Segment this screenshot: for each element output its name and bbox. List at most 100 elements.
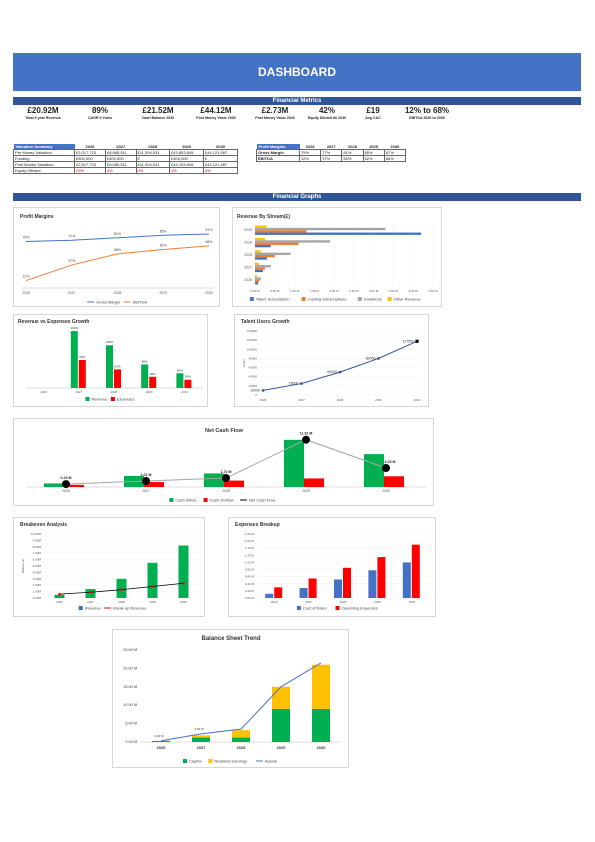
tick-label: 1.40 M: [245, 546, 255, 550]
tick-label: 2027: [68, 291, 76, 295]
data-point: [58, 592, 61, 596]
balance-sheet-trend-svg: Balance Sheet Trend 0.00 M 5.00 M 10.00 M 15…: [123, 636, 341, 764]
profit-margins-svg: Profit Margins 2026 2027 2028 2029 2030 75% 77%…: [20, 214, 214, 305]
tick-label: 4.50 M: [428, 289, 438, 293]
bar: [402, 562, 411, 598]
series-line: [160, 662, 322, 742]
bar: [232, 737, 250, 742]
chart-title: Revenue vs Expenses Growth: [18, 319, 89, 325]
tick-label: 20.00 M: [123, 666, 137, 670]
section-title: Financial Graphs: [272, 194, 322, 200]
data-label: 11.32 M: [300, 432, 313, 436]
tick-label: 2030: [382, 489, 390, 493]
tick-label: 2027: [87, 600, 94, 604]
bar: [54, 594, 65, 598]
metric-value: 12% to 68%: [404, 106, 450, 115]
series-line: [25, 233, 210, 242]
metric-card: £21.52M Cash Balance 2030: [129, 106, 187, 130]
tick-label: 0.50 M: [270, 289, 280, 293]
metric-card: 42% Equity Diluted till 2030: [300, 106, 354, 130]
tick-label: 0.80 M: [245, 568, 255, 572]
bar: [384, 476, 404, 487]
tick-label: 1.00 M: [245, 560, 255, 564]
tick-label: 2027: [142, 489, 150, 493]
metric-label: Cash Balance 2030: [141, 116, 175, 120]
chart-title: Balance Sheet Trend: [201, 636, 260, 642]
chart-title: Talent Users Growth: [241, 319, 290, 325]
legend-label: Cash Outflow: [210, 498, 234, 503]
series-line: [25, 245, 210, 282]
bar: [364, 454, 384, 487]
data-label: 77%: [68, 234, 75, 238]
data-point: [120, 588, 123, 591]
tick-label: 4.00M: [33, 570, 42, 574]
legend-label: Assets: [265, 759, 277, 764]
legend-label: Revenue: [92, 397, 109, 402]
data-label: 55%: [114, 248, 121, 252]
legend-label: Cash Inflow: [175, 498, 196, 503]
data-label: 3.00 M: [194, 727, 204, 731]
series-line: [262, 340, 418, 391]
data-label: 25000: [289, 382, 299, 386]
legend-label: Capital: [189, 759, 202, 764]
tick-label: 2026: [271, 600, 278, 604]
revenue-vs-expenses-svg: Revenue vs Expenses Growth 2026 2027 193% 95…: [18, 319, 202, 402]
data-label: 81%: [114, 232, 121, 236]
bar: [312, 708, 330, 742]
tick-label: 1.60 M: [245, 539, 255, 543]
metric-card: 89% CAGR 5 Years: [74, 106, 126, 130]
legend-label: Cost of Sales: [303, 606, 327, 611]
tick-label: 2029: [159, 291, 167, 295]
axis-label: Millions (£): [21, 559, 25, 574]
data-point: [142, 476, 150, 485]
data-label: 4.25 M: [385, 460, 396, 464]
data-point: [382, 464, 390, 472]
metric-label: Post Money Value 2030: [196, 116, 236, 120]
data-label: 37%: [68, 259, 75, 263]
legend-swatch: [203, 498, 208, 502]
legend-swatch: [183, 759, 187, 763]
data-point: [89, 590, 92, 594]
table-cell: 68%: [383, 155, 407, 162]
data-label: 28%: [185, 375, 191, 379]
tick-label: 5.00 M: [125, 722, 137, 726]
legend-swatch: [387, 297, 392, 301]
tick-label: 2028: [118, 600, 125, 604]
data-label: 50000: [327, 370, 337, 374]
column-header: 2026: [85, 144, 95, 149]
legend-label: Retained Earnings: [214, 759, 247, 764]
bar: [255, 275, 257, 278]
profit-margins-chart: Profit Margins 2026 2027 2028 2029 2030 75% 77%…: [13, 207, 220, 307]
data-point: [302, 435, 310, 444]
data-label: 0.30 M: [154, 734, 164, 738]
tick-label: 4.00 M: [409, 289, 419, 293]
tick-label: 2029: [146, 390, 153, 394]
tick-label: 80000: [249, 356, 258, 360]
chart-title: Expenses Breakup: [235, 522, 280, 528]
data-point: [62, 480, 70, 489]
legend-swatch: [85, 397, 90, 401]
data-label: 80%: [142, 359, 148, 363]
tick-label: 1.50 M: [310, 289, 320, 293]
metric-value: 42%: [318, 106, 335, 115]
metric-label: Post Money Value 2026: [255, 116, 295, 120]
tick-label: 2028: [337, 398, 344, 402]
metric-value: £2.73M: [261, 106, 289, 115]
bar: [255, 242, 299, 245]
tick-label: 3.00M: [33, 577, 42, 581]
bar: [255, 227, 386, 231]
legend-swatch: [301, 297, 306, 301]
tick-label: 6.00M: [33, 558, 42, 562]
tick-label: 2.00 M: [330, 289, 340, 293]
bar: [272, 708, 290, 742]
table-row: Equity Offered 20% 4% 0% 1% 0%: [13, 167, 238, 174]
table-title: Profit Margins: [256, 144, 300, 150]
tick-label: 2030: [180, 600, 187, 604]
bar: [255, 262, 259, 266]
bar: [299, 588, 308, 598]
data-label: 62%: [160, 244, 167, 248]
tick-label: 2030: [414, 398, 421, 402]
bar: [192, 737, 210, 742]
bar: [265, 593, 274, 598]
tick-label: 2029: [149, 600, 156, 604]
